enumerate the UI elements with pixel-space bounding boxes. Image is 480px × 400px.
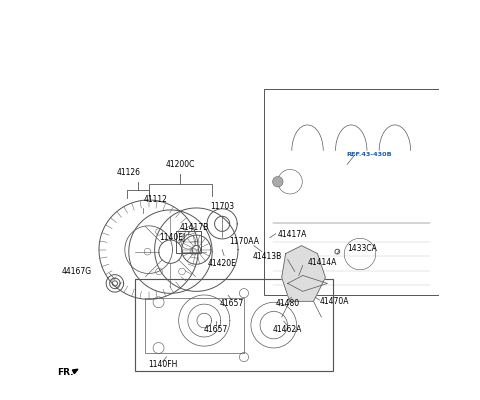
Text: 41417A: 41417A (278, 230, 307, 240)
Text: 1433CA: 1433CA (347, 244, 377, 253)
Text: 1140FH: 1140FH (148, 360, 177, 369)
Text: 1170AA: 1170AA (229, 237, 259, 246)
Polygon shape (282, 246, 325, 301)
Text: 41657: 41657 (220, 299, 244, 308)
Text: 41420E: 41420E (208, 259, 237, 268)
Text: 44167G: 44167G (62, 267, 92, 276)
Text: 41657: 41657 (204, 324, 228, 334)
Text: 41470A: 41470A (320, 297, 349, 306)
Text: 11703: 11703 (210, 202, 234, 211)
Text: 41126: 41126 (117, 168, 141, 177)
Polygon shape (72, 369, 78, 374)
Text: 41417B: 41417B (180, 223, 209, 232)
Text: FR.: FR. (57, 368, 74, 377)
Bar (264, 89, 439, 295)
Text: 41413B: 41413B (252, 252, 282, 261)
Text: 41112: 41112 (144, 195, 168, 204)
Text: REF.43-430B: REF.43-430B (346, 152, 392, 157)
Bar (176, 231, 201, 253)
Bar (135, 280, 333, 371)
Text: 41200C: 41200C (166, 160, 195, 169)
Text: 1140EJ: 1140EJ (159, 233, 186, 242)
Text: 41462A: 41462A (273, 324, 302, 334)
Bar (144, 298, 244, 352)
Circle shape (273, 176, 283, 187)
Text: 41414A: 41414A (308, 258, 337, 267)
Text: 41480: 41480 (276, 299, 300, 308)
